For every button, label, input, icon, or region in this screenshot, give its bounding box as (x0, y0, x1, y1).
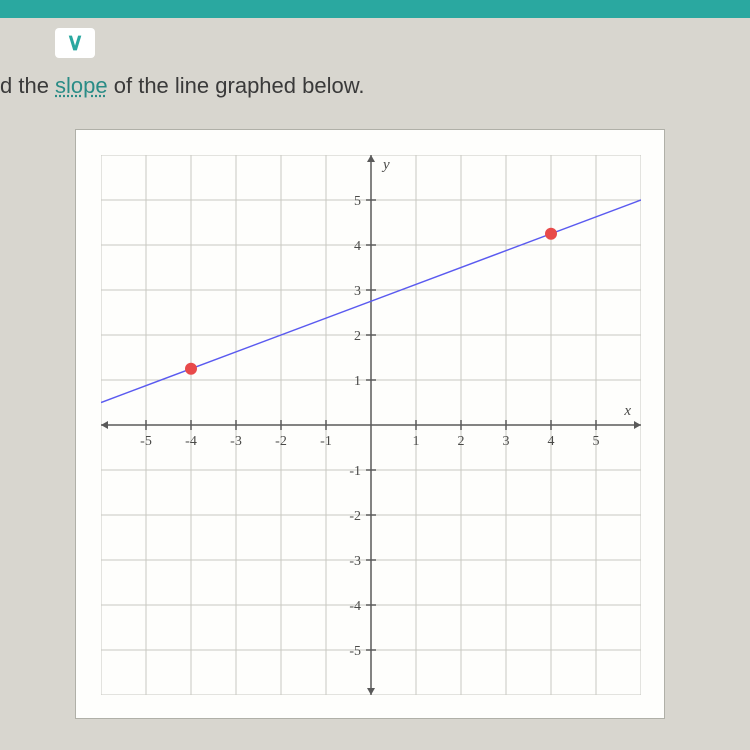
svg-text:-4: -4 (185, 434, 197, 449)
svg-text:5: 5 (593, 434, 600, 449)
question-prefix: d the (0, 73, 55, 98)
svg-text:-2: -2 (275, 434, 287, 449)
svg-text:-1: -1 (349, 464, 361, 479)
svg-text:-1: -1 (320, 434, 332, 449)
svg-text:3: 3 (503, 434, 510, 449)
svg-text:-3: -3 (349, 554, 361, 569)
graph-svg: -5 -4 -3 -2 -1 1 2 3 4 5 -5 -4 -3 -2 -1 1 2 3 4 5 x y (101, 155, 641, 695)
graph-container: -5 -4 -3 -2 -1 1 2 3 4 5 -5 -4 -3 -2 -1 1 2 3 4 5 x y (75, 129, 665, 719)
chevron-down-icon: ∨ (66, 31, 84, 55)
collapse-button[interactable]: ∨ (55, 28, 95, 58)
svg-text:-5: -5 (140, 434, 152, 449)
coordinate-plane: -5 -4 -3 -2 -1 1 2 3 4 5 -5 -4 -3 -2 -1 1 2 3 4 5 x y (101, 155, 641, 695)
svg-text:5: 5 (354, 194, 361, 209)
svg-text:-2: -2 (349, 509, 361, 524)
svg-text:-3: -3 (230, 434, 242, 449)
svg-text:y: y (381, 157, 390, 173)
svg-text:2: 2 (458, 434, 465, 449)
svg-text:-5: -5 (349, 644, 361, 659)
svg-text:4: 4 (354, 239, 361, 254)
svg-text:2: 2 (354, 329, 361, 344)
svg-text:1: 1 (413, 434, 420, 449)
svg-text:1: 1 (354, 374, 361, 389)
question-suffix: of the line graphed below. (108, 73, 365, 98)
svg-text:x: x (623, 403, 631, 419)
question-text: d the slope of the line graphed below. (0, 73, 750, 99)
top-bar (0, 0, 750, 18)
slope-link[interactable]: slope (55, 73, 108, 98)
svg-text:4: 4 (548, 434, 555, 449)
svg-text:-4: -4 (349, 599, 361, 614)
tick-labels: -5 -4 -3 -2 -1 1 2 3 4 5 -5 -4 -3 -2 -1 1 2 3 4 5 (140, 194, 599, 659)
svg-text:3: 3 (354, 284, 361, 299)
axes (101, 155, 641, 695)
